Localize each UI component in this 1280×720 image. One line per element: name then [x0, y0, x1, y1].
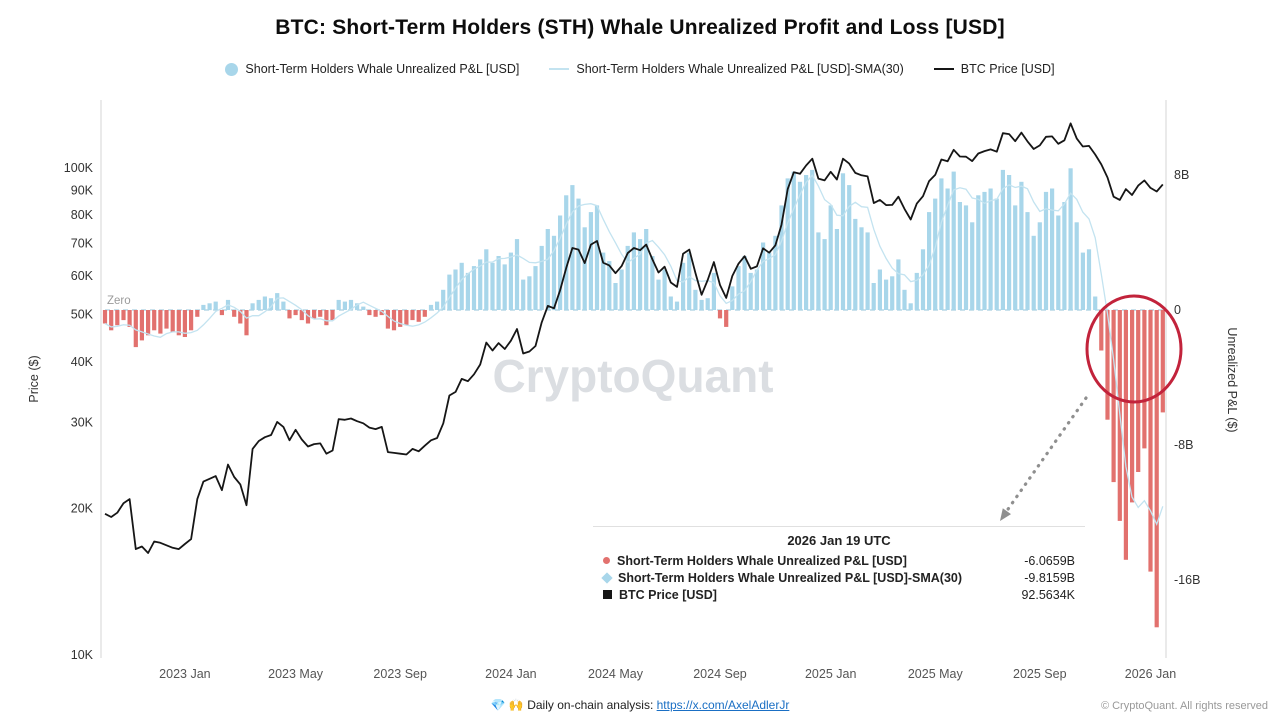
- pnl-tick-label: 8B: [1174, 168, 1189, 182]
- tooltip-rows: Short-Term Holders Whale Unrealized P&L …: [601, 552, 1075, 603]
- price-tick-label: 20K: [71, 501, 94, 515]
- footer: 💎 🙌 Daily on-chain analysis: https://x.c…: [0, 698, 1280, 712]
- date-tick-label: 2025 Jan: [805, 667, 856, 681]
- date-tick-label: 2023 Sep: [373, 667, 427, 681]
- price-tick-label: 30K: [71, 416, 94, 430]
- tooltip-row: BTC Price [USD] 92.5634K: [603, 586, 1075, 603]
- date-tick-label: 2025 Sep: [1013, 667, 1067, 681]
- date-tick-label: 2025 May: [908, 667, 964, 681]
- price-tick-label: 50K: [71, 308, 94, 322]
- date-tick-label: 2023 May: [268, 667, 324, 681]
- right-axis-title: Unrealized P&L ($): [1225, 327, 1239, 432]
- pnl-tick-label: -8B: [1174, 438, 1193, 452]
- tooltip-row: Short-Term Holders Whale Unrealized P&L …: [603, 552, 1075, 569]
- footer-text: Daily on-chain analysis:: [527, 698, 654, 712]
- annotation-arrowhead-icon: [1000, 508, 1011, 521]
- date-tick-label: 2024 May: [588, 667, 644, 681]
- price-tick-label: 60K: [71, 269, 94, 283]
- legend-label-price: BTC Price [USD]: [960, 62, 1055, 76]
- price-tick-label: 100K: [64, 161, 94, 175]
- date-tick-label: 2026 Jan: [1125, 667, 1176, 681]
- square-marker-icon: [603, 590, 612, 599]
- date-tick-label: 2023 Jan: [159, 667, 210, 681]
- date-tick-label: 2024 Sep: [693, 667, 747, 681]
- tooltip-series-value: -6.0659B: [1024, 553, 1075, 568]
- chart-legend: Short-Term Holders Whale Unrealized P&L …: [0, 62, 1280, 76]
- legend-label-sma: Short-Term Holders Whale Unrealized P&L …: [576, 62, 904, 76]
- tooltip-series-label: Short-Term Holders Whale Unrealized P&L …: [617, 553, 907, 568]
- sma-line: [104, 174, 1164, 527]
- legend-item-sma[interactable]: Short-Term Holders Whale Unrealized P&L …: [549, 62, 904, 76]
- price-tick-label: 40K: [71, 355, 94, 369]
- watermark: CryptoQuant: [492, 350, 773, 402]
- pnl-bars: [102, 168, 1165, 628]
- circle-marker-icon: [603, 557, 610, 564]
- tooltip-row: Short-Term Holders Whale Unrealized P&L …: [601, 569, 1075, 586]
- price-tick-label: 90K: [71, 183, 94, 197]
- pnl-tick-label: -16B: [1174, 573, 1200, 587]
- footer-link[interactable]: https://x.com/AxelAdlerJr: [656, 698, 790, 712]
- date-tick-label: 2024 Jan: [485, 667, 536, 681]
- price-tick-label: 10K: [71, 648, 94, 662]
- btc-price-line: [104, 122, 1164, 554]
- price-tick-label: 80K: [71, 208, 94, 222]
- legend-price-line-icon: [933, 68, 954, 70]
- annotation-arrow: [1004, 396, 1088, 514]
- zero-label: Zero: [107, 295, 131, 307]
- tooltip-date: 2026 Jan 19 UTC: [787, 533, 891, 548]
- legend-item-pnl[interactable]: Short-Term Holders Whale Unrealized P&L …: [225, 62, 519, 76]
- tooltip-series-label: BTC Price [USD]: [619, 587, 717, 602]
- tooltip-series-value: 92.5634K: [1021, 587, 1075, 602]
- pnl-tick-label: 0: [1174, 303, 1181, 317]
- legend-label-pnl: Short-Term Holders Whale Unrealized P&L …: [245, 62, 520, 76]
- tooltip-series-value: -9.8159B: [1024, 570, 1075, 585]
- legend-sma-line-icon: [549, 68, 570, 70]
- page-title: BTC: Short-Term Holders (STH) Whale Unre…: [275, 16, 1005, 39]
- price-tick-label: 70K: [71, 236, 94, 250]
- chart-tooltip: 2026 Jan 19 UTC Short-Term Holders Whale…: [593, 526, 1085, 607]
- diamond-marker-icon: [601, 571, 613, 584]
- left-axis-title: Price ($): [27, 355, 41, 402]
- tooltip-series-label: Short-Term Holders Whale Unrealized P&L …: [618, 570, 963, 585]
- highlight-circle: [1085, 294, 1183, 404]
- legend-item-price[interactable]: BTC Price [USD]: [933, 62, 1055, 76]
- legend-circle-marker-icon: [225, 62, 239, 76]
- copyright-notice: © CryptoQuant. All rights reserved: [1100, 700, 1268, 712]
- footer-emoji-icons: 💎 🙌: [490, 698, 524, 712]
